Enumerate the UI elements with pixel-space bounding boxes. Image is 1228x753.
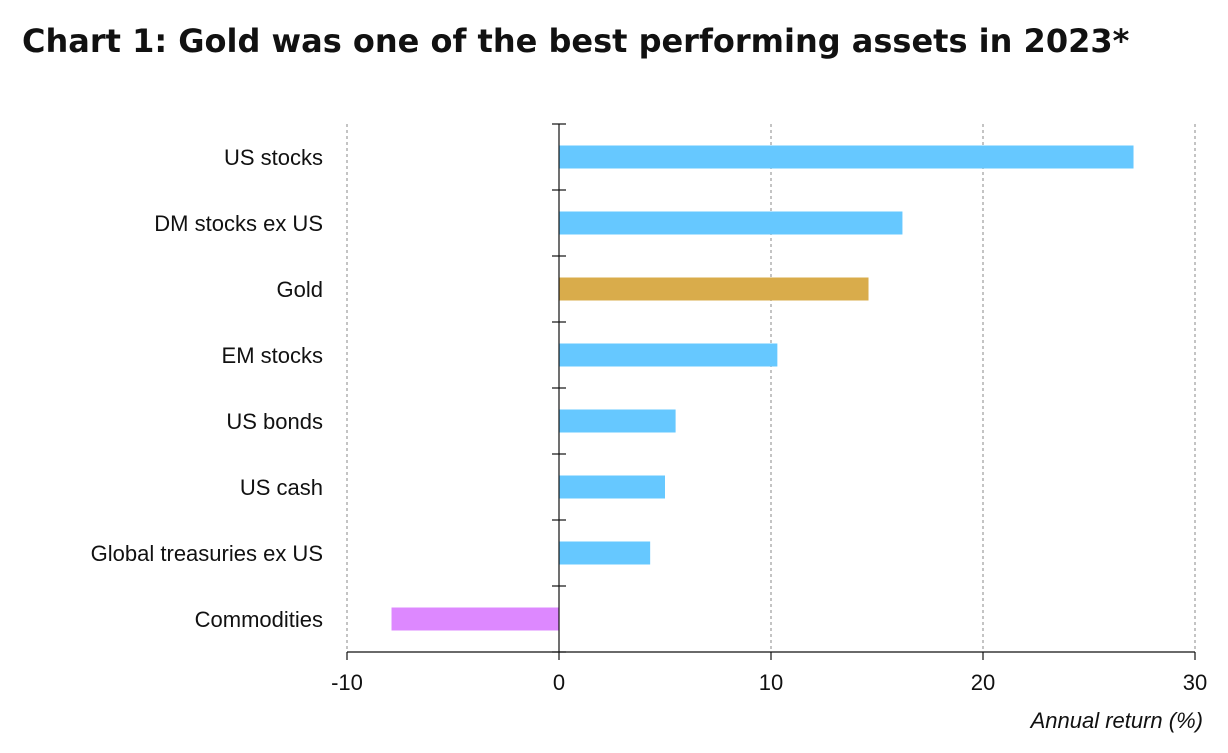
category-label: DM stocks ex US bbox=[154, 211, 323, 236]
category-label: Commodities bbox=[195, 607, 323, 632]
bar bbox=[559, 541, 651, 565]
bar bbox=[391, 607, 559, 631]
x-tick-label: 20 bbox=[971, 670, 995, 695]
category-labels: US stocks DM stocks ex US Gold EM stocks US … bbox=[91, 145, 323, 632]
x-tick-label: 30 bbox=[1183, 670, 1207, 695]
category-label: Gold bbox=[277, 277, 323, 302]
x-tick-label: 0 bbox=[553, 670, 565, 695]
axes bbox=[346, 123, 1196, 660]
bar bbox=[559, 475, 665, 499]
category-label: Global treasuries ex US bbox=[91, 541, 323, 566]
bar bbox=[559, 409, 676, 433]
bar bbox=[559, 211, 903, 235]
tick-labels: -10 0 10 20 30 bbox=[331, 670, 1207, 695]
x-axis-title: Annual return (%) bbox=[1029, 708, 1203, 733]
category-label: US stocks bbox=[224, 145, 323, 170]
bar bbox=[559, 145, 1134, 169]
bar bbox=[559, 343, 778, 367]
category-label: US cash bbox=[240, 475, 323, 500]
bar bbox=[559, 277, 869, 301]
category-label: EM stocks bbox=[222, 343, 323, 368]
chart-title: Chart 1: Gold was one of the best perfor… bbox=[22, 22, 1130, 60]
bars bbox=[391, 145, 1134, 631]
category-label: US bonds bbox=[226, 409, 323, 434]
x-tick-label: -10 bbox=[331, 670, 363, 695]
x-tick-label: 10 bbox=[759, 670, 783, 695]
grid-lines bbox=[346, 124, 1196, 652]
